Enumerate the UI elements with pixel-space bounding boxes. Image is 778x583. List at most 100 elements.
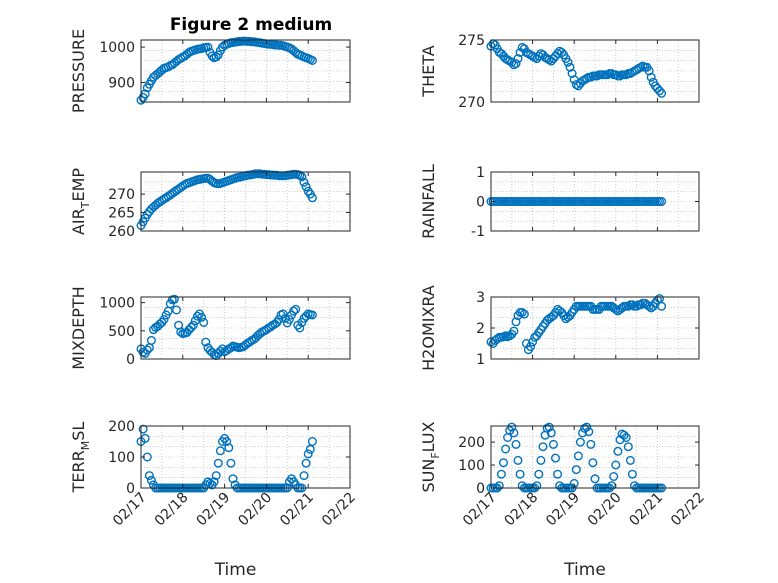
data-point bbox=[511, 317, 521, 327]
data-point bbox=[617, 303, 627, 313]
data-point bbox=[226, 343, 236, 353]
data-point bbox=[203, 42, 213, 52]
y-tick-label: 0 bbox=[126, 352, 135, 368]
y-tick-label: 270 bbox=[458, 95, 485, 111]
y-tick-label: 275 bbox=[458, 33, 485, 49]
y-tick-label: 1 bbox=[476, 165, 485, 181]
data-point bbox=[284, 315, 294, 325]
y-tick-label: 200 bbox=[458, 435, 485, 451]
data-point bbox=[307, 437, 317, 447]
data-point bbox=[228, 474, 238, 484]
panel-pressure: 900 1000 PRESSURE bbox=[69, 29, 351, 113]
data-point bbox=[215, 346, 225, 356]
data-point bbox=[526, 342, 536, 352]
data-point bbox=[209, 477, 219, 487]
y-axis-label-part: AIR bbox=[69, 208, 88, 235]
data-point bbox=[297, 172, 307, 182]
y-axis-label-subscript: F bbox=[429, 452, 442, 458]
data-point bbox=[534, 469, 544, 479]
y-axis-label: RAINFALL bbox=[419, 164, 438, 239]
data-point bbox=[627, 469, 637, 479]
data-point bbox=[224, 443, 234, 453]
y-axis-label: AIRTEMP bbox=[69, 168, 92, 235]
data-point bbox=[301, 182, 311, 192]
x-tick-label: 02/18 bbox=[152, 490, 192, 530]
panel-rainfall: -1 0 1 RAINFALL bbox=[419, 164, 700, 240]
grid-lines bbox=[491, 172, 699, 231]
data-point bbox=[305, 444, 315, 454]
axes-box bbox=[140, 171, 351, 232]
data-point bbox=[636, 300, 646, 310]
y-axis-label-subscript: T bbox=[79, 201, 92, 209]
y-tick-label: 1000 bbox=[99, 40, 135, 56]
panel-air-temp: 260 265 270 AIRTEMP bbox=[69, 168, 351, 240]
data-point bbox=[563, 57, 573, 67]
data-point bbox=[499, 458, 509, 468]
x-tick-label: 02/22 bbox=[319, 490, 359, 530]
data-point bbox=[657, 88, 667, 98]
series-markers bbox=[136, 169, 317, 230]
data-point bbox=[307, 193, 317, 203]
panel-theta: 270 275 THETA bbox=[419, 33, 700, 111]
data-point bbox=[567, 68, 577, 78]
series-markers bbox=[486, 294, 667, 355]
data-point bbox=[176, 327, 186, 337]
data-point bbox=[615, 71, 625, 81]
data-point bbox=[657, 196, 667, 206]
data-point bbox=[636, 62, 646, 72]
x-tick-label: 02/22 bbox=[668, 490, 708, 530]
data-point bbox=[144, 471, 154, 481]
data-point bbox=[613, 446, 623, 456]
grid-lines bbox=[491, 426, 699, 488]
data-point bbox=[146, 475, 156, 485]
x-tick-label: 02/20 bbox=[235, 490, 275, 530]
data-point bbox=[623, 442, 633, 452]
y-tick-label: 100 bbox=[108, 450, 135, 466]
y-axis-label-part: H2OMIXRA bbox=[419, 285, 438, 371]
data-point bbox=[646, 72, 656, 82]
data-point bbox=[138, 424, 148, 434]
data-point bbox=[213, 50, 223, 60]
data-point bbox=[534, 51, 544, 61]
data-point bbox=[197, 312, 207, 322]
data-point bbox=[590, 474, 600, 484]
y-axis-label: MIXDEPTH bbox=[69, 286, 88, 369]
data-point bbox=[513, 54, 523, 64]
x-tick-label: 02/20 bbox=[585, 490, 625, 530]
data-point bbox=[609, 472, 619, 482]
y-tick-label: 200 bbox=[108, 419, 135, 435]
data-point bbox=[553, 469, 563, 479]
data-point bbox=[657, 301, 667, 311]
data-point bbox=[557, 47, 567, 57]
data-point bbox=[207, 51, 217, 61]
y-tick-label: 500 bbox=[108, 324, 135, 340]
data-point bbox=[536, 455, 546, 465]
data-point bbox=[619, 430, 629, 440]
x-tick-label: 02/18 bbox=[502, 490, 542, 530]
y-tick-label: 100 bbox=[458, 458, 485, 474]
y-tick-label: 270 bbox=[108, 187, 135, 203]
data-point bbox=[299, 471, 309, 481]
x-tick-label: 02/19 bbox=[194, 490, 234, 530]
y-axis-label: H2OMIXRA bbox=[419, 285, 438, 371]
data-point bbox=[507, 422, 517, 432]
x-tick-label: 02/21 bbox=[277, 490, 317, 530]
y-tick-label: 3 bbox=[476, 290, 485, 306]
y-tick-label: 900 bbox=[108, 76, 135, 92]
y-tick-label: 260 bbox=[108, 224, 135, 240]
data-point bbox=[201, 337, 211, 347]
x-tick-label: 02/21 bbox=[626, 490, 666, 530]
panel-mixdepth: 0 500 1000 MIXDEPTH bbox=[69, 286, 351, 370]
data-point bbox=[582, 422, 592, 432]
y-axis-label-subscript: M bbox=[79, 441, 92, 451]
data-point bbox=[215, 446, 225, 456]
data-point bbox=[652, 295, 662, 305]
data-point bbox=[222, 437, 232, 447]
data-point bbox=[226, 458, 236, 468]
data-point bbox=[546, 428, 556, 438]
data-point bbox=[655, 86, 665, 96]
figure-title: Figure 2 medium bbox=[170, 15, 332, 35]
data-point bbox=[573, 451, 583, 461]
data-point bbox=[517, 308, 527, 318]
